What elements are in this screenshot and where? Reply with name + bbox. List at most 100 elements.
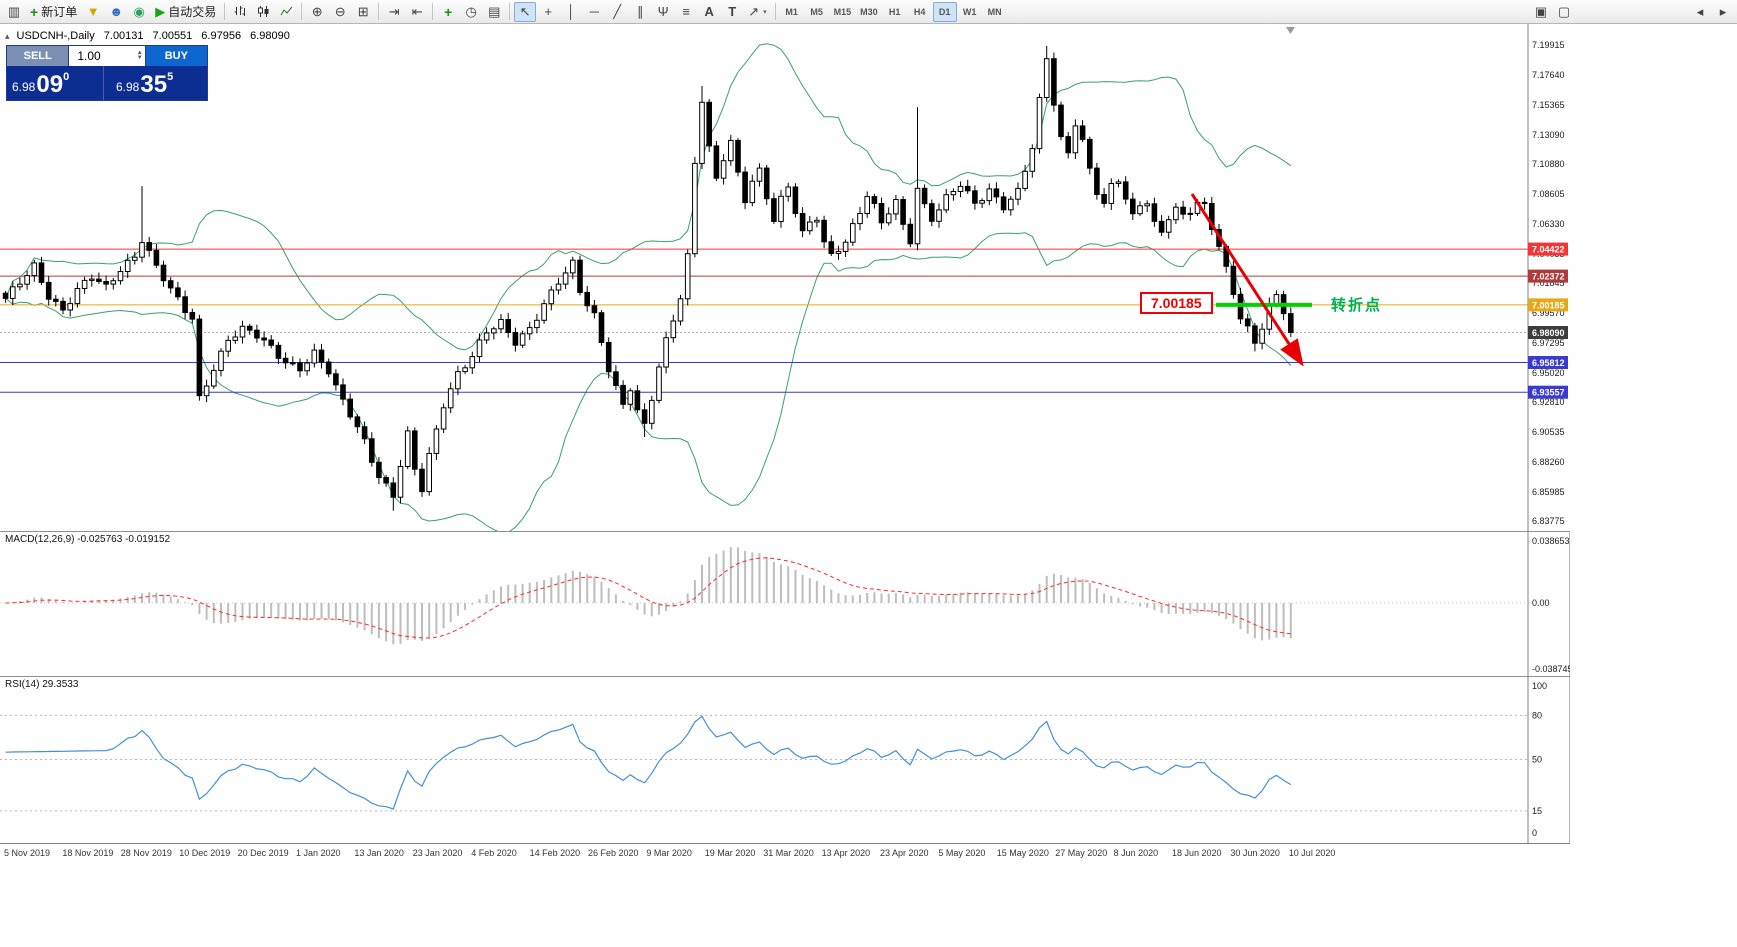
price-annotation-label[interactable]: 7.00185 xyxy=(1140,292,1213,314)
main-chart-svg[interactable]: 7.19915 7.17640 7.15365 7.13090 7.10880 7.086… xyxy=(0,24,1570,531)
vertical-line-tool-button[interactable]: │ xyxy=(560,2,582,22)
bar-chart-icon xyxy=(234,6,245,16)
svg-text:-0.038745: -0.038745 xyxy=(1532,664,1570,674)
stepper-down-icon[interactable]: ▼ xyxy=(136,55,143,61)
zoom-out-button[interactable]: ⊖ xyxy=(329,2,351,22)
trendline-tool-button[interactable]: ╱ xyxy=(606,2,628,22)
chart-shift-button[interactable]: ⇤ xyxy=(406,2,428,22)
horizontal-line-icon: ─ xyxy=(589,4,599,19)
date-label: 19 Mar 2020 xyxy=(704,848,756,858)
buy-button[interactable]: BUY xyxy=(145,46,207,66)
date-label: 15 May 2020 xyxy=(996,848,1049,858)
pitchfork-tool-button[interactable]: Ψ xyxy=(652,2,674,22)
chart-window[interactable]: ▴ USDCNH-,Daily 7.00131 7.00551 6.97956 … xyxy=(0,24,1570,861)
templates-button[interactable]: ▤ xyxy=(483,2,505,22)
buy-price[interactable]: 6.98 35 5 xyxy=(103,66,207,100)
auto-trading-button[interactable]: ▶ 自动交易 xyxy=(151,2,220,22)
volume-value: 1.00 xyxy=(77,49,101,63)
svg-text:0: 0 xyxy=(1532,828,1537,838)
label-tool-button[interactable]: T xyxy=(721,2,743,22)
sell-price-prefix: 6.98 xyxy=(12,80,36,94)
timeframe-w1-button[interactable]: W1 xyxy=(962,6,977,17)
timeframe-m15-button[interactable]: M15 xyxy=(833,6,852,17)
workspace: ▴ USDCNH-,Daily 7.00131 7.00551 6.97956 … xyxy=(0,24,1737,947)
timeframe-h4-button[interactable]: H4 xyxy=(913,6,926,17)
date-label: 18 Nov 2019 xyxy=(62,848,114,858)
dock-window-button-2[interactable]: ▢ xyxy=(1553,2,1575,22)
indicators-button[interactable]: + xyxy=(437,2,459,22)
timeframe-toolbar: M1 M5 M15 M30 H1 H4 D1 W1 MN xyxy=(780,1,1007,22)
navigator-button[interactable]: ☻ xyxy=(105,2,127,22)
sell-price-sup: 0 xyxy=(63,71,70,83)
sell-button[interactable]: SELL xyxy=(7,46,69,66)
date-label: 18 Jun 2020 xyxy=(1172,848,1222,858)
toolbar-separator xyxy=(224,3,226,20)
terminal-button[interactable]: ◉ xyxy=(128,2,150,22)
svg-text:0.00: 0.00 xyxy=(1532,598,1550,608)
rsi-label: RSI(14) 29.3533 xyxy=(5,679,79,690)
svg-text:100: 100 xyxy=(1532,681,1547,691)
date-label: 1 Jan 2020 xyxy=(296,848,341,858)
line-chart-icon xyxy=(280,6,293,16)
toolbar-scroll-left-button[interactable]: ◂ xyxy=(1689,2,1711,22)
toolbar-separator xyxy=(301,3,303,20)
macd-label: MACD(12,26,9) -0.025763 -0.019152 xyxy=(5,534,171,545)
buy-price-prefix: 6.98 xyxy=(116,80,140,94)
clock-icon: ◷ xyxy=(465,4,477,19)
crosshair-tool-button[interactable]: + xyxy=(537,2,559,22)
timeframe-m5-button[interactable]: M5 xyxy=(810,6,823,17)
timeframe-m30-button[interactable]: M30 xyxy=(860,6,878,17)
periods-button[interactable]: ◷ xyxy=(460,2,482,22)
cursor-tool-button[interactable]: ↖ xyxy=(514,1,537,22)
tile-windows-button[interactable]: ⊞ xyxy=(352,2,374,22)
text-tool-button[interactable]: A xyxy=(698,2,720,22)
horizontal-line-tool-button[interactable]: ─ xyxy=(583,2,605,22)
date-label: 20 Dec 2019 xyxy=(237,848,289,858)
volume-stepper[interactable]: ▲ ▼ xyxy=(136,50,143,61)
vertical-line-icon: │ xyxy=(567,4,576,19)
turning-point-label[interactable]: 转折点 xyxy=(1331,297,1383,314)
dock-window-button-1[interactable]: ▣ xyxy=(1530,2,1552,22)
volume-field[interactable]: 1.00 ▲ ▼ xyxy=(68,46,146,66)
timeframe-d1-button[interactable]: D1 xyxy=(932,1,957,22)
dock-window-icon-1: ▣ xyxy=(1534,4,1548,19)
svg-text:6.83775: 6.83775 xyxy=(1532,516,1565,526)
bar-chart-button[interactable] xyxy=(229,2,251,22)
stepper-up-icon[interactable]: ▲ xyxy=(136,50,143,56)
sell-price[interactable]: 6.98 09 0 xyxy=(7,66,103,100)
svg-text:7.00185: 7.00185 xyxy=(1532,300,1565,310)
one-click-collapse-icon[interactable]: ▴ xyxy=(5,30,10,41)
timeframe-mn-button[interactable]: MN xyxy=(987,6,1002,17)
new-order-button[interactable]: + 新订单 xyxy=(26,2,81,22)
candlestick-chart-button[interactable] xyxy=(252,2,274,22)
toolbar-separator xyxy=(509,3,511,20)
ohlc-open: 7.00131 xyxy=(103,30,144,42)
candlestick-chart-icon xyxy=(257,6,269,17)
date-axis[interactable]: 5 Nov 2019 18 Nov 2019 28 Nov 2019 10 Dec 2… xyxy=(0,843,1570,861)
channel-tool-button[interactable]: ∥ xyxy=(629,2,651,22)
svg-text:7.13090: 7.13090 xyxy=(1532,130,1565,140)
macd-panel-svg[interactable]: 0.038653 0.00 -0.038745 xyxy=(0,531,1570,676)
date-label: 13 Jan 2020 xyxy=(354,848,404,858)
fibonacci-tool-button[interactable]: ≡ xyxy=(675,2,697,22)
market-watch-button[interactable]: ▼ xyxy=(82,2,104,22)
new-chart-icon: ▥ xyxy=(7,4,21,19)
timeframe-m1-button[interactable]: M1 xyxy=(785,6,798,17)
rsi-panel-svg[interactable]: 100 80 50 15 0 xyxy=(0,676,1570,843)
line-chart-button[interactable] xyxy=(275,2,297,22)
auto-scroll-button[interactable]: ⇥ xyxy=(383,2,405,22)
toolbar-scroll-right-button[interactable]: ▸ xyxy=(1712,2,1734,22)
svg-text:7.08605: 7.08605 xyxy=(1532,189,1565,199)
date-label: 23 Apr 2020 xyxy=(880,848,929,858)
one-click-trading-panel: SELL 1.00 ▲ ▼ BUY 6.98 09 0 6.98 35 5 xyxy=(6,45,208,101)
chevron-down-icon: ▾ xyxy=(763,8,767,16)
shapes-tool-button[interactable]: ↗ ▾ xyxy=(744,2,770,22)
zoom-in-button[interactable]: ⊕ xyxy=(306,2,328,22)
timeframe-h1-button[interactable]: H1 xyxy=(888,6,901,17)
dock-window-icon-2: ▢ xyxy=(1557,4,1571,19)
date-label: 27 May 2020 xyxy=(1055,848,1108,858)
new-chart-button[interactable]: ▥ xyxy=(3,2,25,22)
sell-price-big: 09 xyxy=(36,71,64,98)
svg-text:50: 50 xyxy=(1532,755,1542,765)
trendline-icon: ╱ xyxy=(613,4,622,19)
